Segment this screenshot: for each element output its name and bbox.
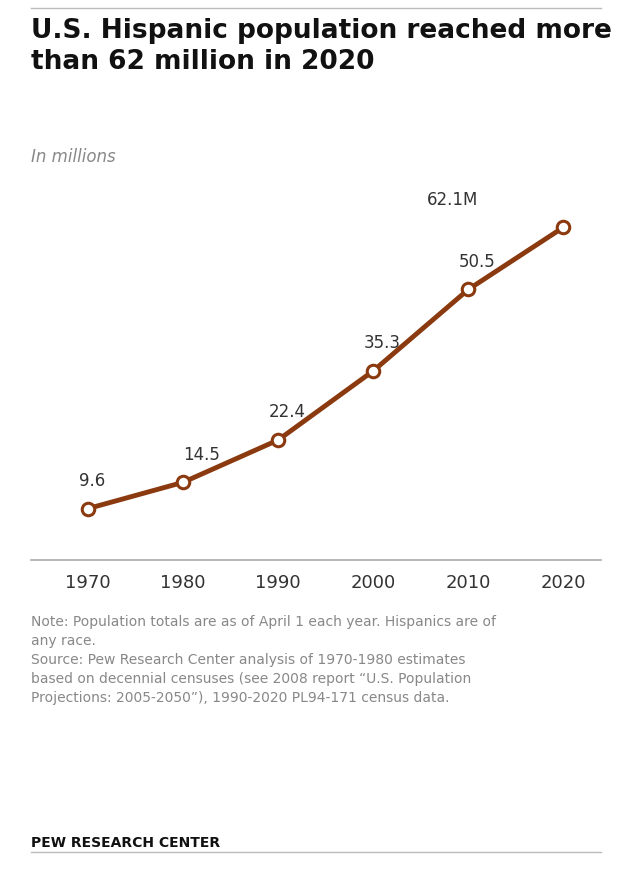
Text: PEW RESEARCH CENTER: PEW RESEARCH CENTER <box>31 836 220 850</box>
Text: 22.4: 22.4 <box>268 403 306 422</box>
Text: 62.1M: 62.1M <box>427 191 478 209</box>
Text: 35.3: 35.3 <box>364 334 401 352</box>
Text: 14.5: 14.5 <box>183 446 220 463</box>
Text: 9.6: 9.6 <box>79 472 105 490</box>
Text: In millions: In millions <box>31 148 115 166</box>
Text: 50.5: 50.5 <box>459 253 495 271</box>
Text: Note: Population totals are as of April 1 each year. Hispanics are of
any race.
: Note: Population totals are as of April … <box>31 615 496 705</box>
Text: U.S. Hispanic population reached more
than 62 million in 2020: U.S. Hispanic population reached more th… <box>31 18 612 75</box>
